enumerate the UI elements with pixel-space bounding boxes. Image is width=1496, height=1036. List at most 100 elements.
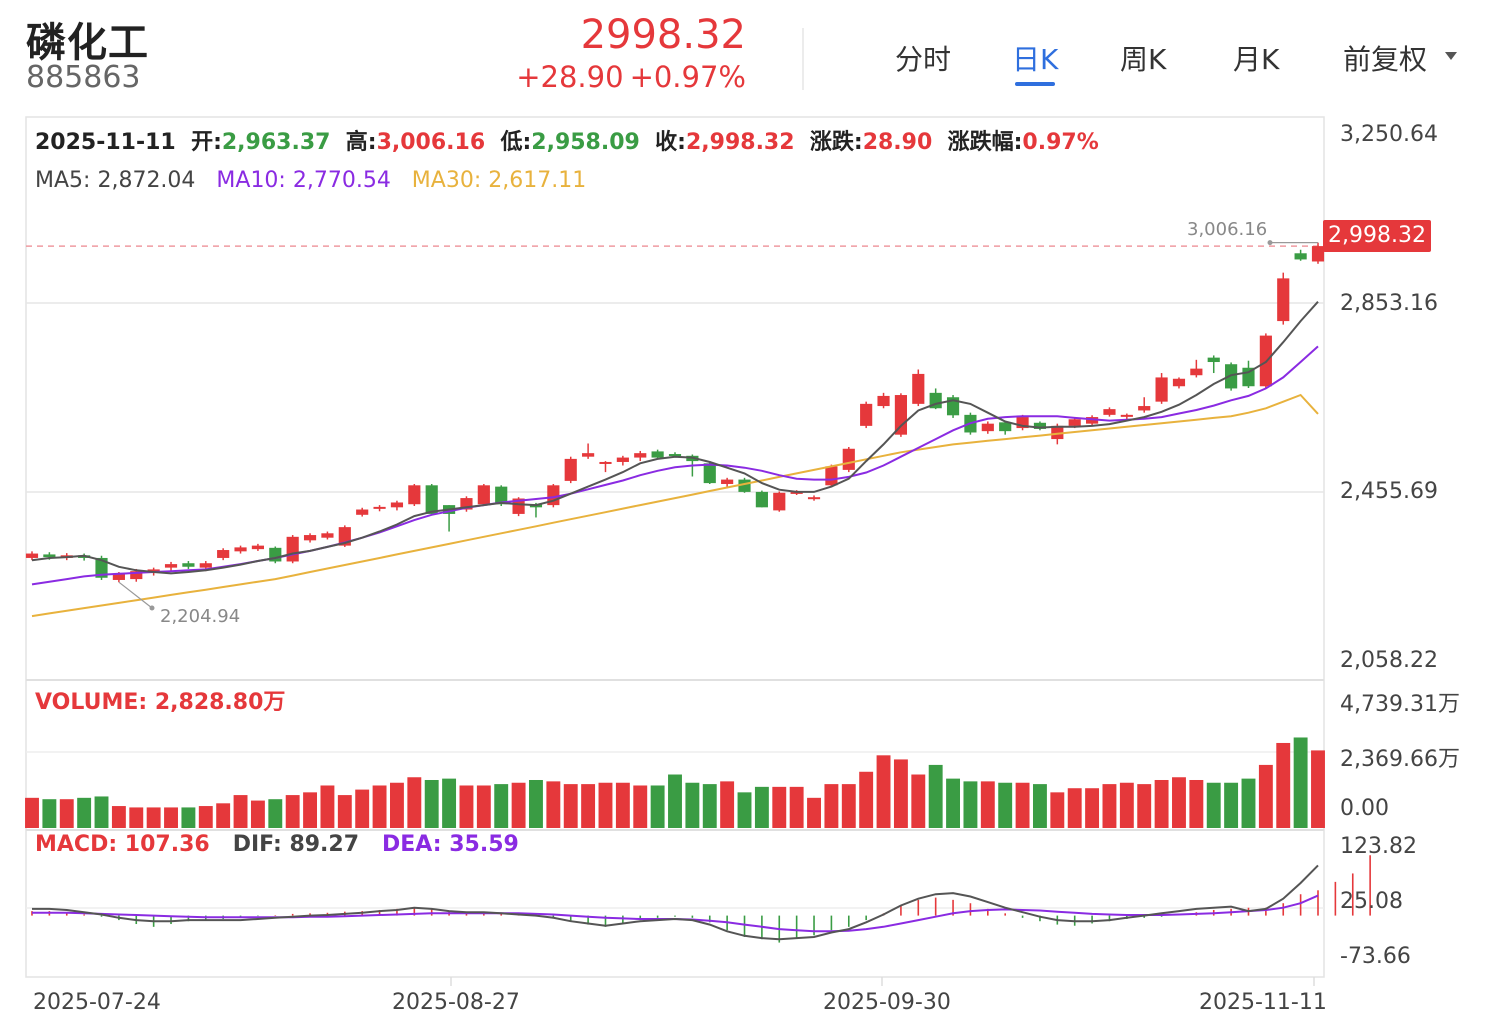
ma5-label: MA5:	[35, 168, 91, 193]
candle-body	[894, 395, 908, 435]
min-price-dot	[149, 605, 155, 611]
candle-body	[251, 545, 265, 550]
price-axis-label: 3,250.64	[1340, 122, 1438, 147]
change-pct-label: 涨跌幅:	[947, 130, 1023, 155]
volume-bar	[1241, 778, 1256, 828]
volume-bar	[198, 806, 213, 828]
stock-code: 885863	[26, 60, 141, 95]
tab-weekly-k[interactable]: 周K	[1120, 43, 1167, 76]
candle-body	[616, 457, 629, 462]
candle-body	[495, 486, 508, 505]
volume-bar	[389, 782, 404, 828]
volume-bar	[720, 781, 735, 828]
candle-body	[425, 485, 438, 514]
candle-body	[860, 403, 873, 426]
low-value: 2,958.09	[531, 130, 640, 155]
tab-intraday[interactable]: 分时	[895, 43, 952, 76]
volume-bar	[42, 799, 57, 828]
volume-bar	[494, 784, 509, 828]
candle-body	[842, 448, 855, 470]
volume-bar	[876, 755, 891, 828]
candle-body	[1103, 409, 1116, 415]
volume-bar	[928, 764, 943, 828]
volume-bar	[1032, 784, 1047, 828]
candle-body	[112, 573, 125, 580]
date-axis-label: 2025-08-27	[392, 990, 520, 1015]
max-price-dot	[1267, 240, 1273, 246]
candle-body	[1068, 419, 1081, 426]
candle-body	[217, 550, 230, 558]
ma5-line	[31, 301, 1319, 575]
volume-bar	[146, 807, 161, 828]
candle-body	[1085, 417, 1099, 424]
change-percent: +0.97%	[629, 60, 746, 94]
volume-bar	[164, 807, 178, 828]
volume-info: VOLUME: 2,828.80万	[35, 684, 285, 716]
volume-bar	[442, 778, 457, 828]
candle-body	[634, 453, 647, 458]
candle-body	[1120, 414, 1133, 417]
tab-daily-k[interactable]: 日K	[1012, 43, 1059, 76]
candle-body	[668, 454, 682, 457]
volume-axis-label: 2,369.66万	[1340, 747, 1460, 772]
ma30-line	[31, 393, 1319, 618]
candle-body	[356, 509, 369, 515]
volume-bar	[355, 789, 370, 828]
volume-bar	[407, 777, 422, 828]
volume-bar	[980, 781, 995, 828]
candle-body	[721, 479, 734, 484]
candle-body	[564, 458, 577, 481]
volume-bar	[859, 771, 874, 828]
min-price-leader	[118, 581, 153, 609]
volume-bar	[459, 785, 474, 828]
volume-bar	[911, 774, 926, 828]
volume-axis-label: 0.00	[1340, 796, 1389, 821]
low-label: 低:	[500, 130, 532, 155]
candle-body	[373, 506, 386, 509]
tab-monthly-k[interactable]: 月K	[1233, 43, 1280, 76]
price-change: +28.90 +0.97%	[430, 60, 746, 94]
volume-bar	[598, 782, 613, 828]
volume-bar	[303, 792, 318, 828]
candle-body	[1207, 357, 1220, 363]
candle-body	[1172, 378, 1186, 387]
volume-bar	[129, 807, 144, 828]
current-price-tag: 2,998.32	[1323, 220, 1431, 252]
candle-body	[460, 498, 473, 510]
candle-body	[1051, 425, 1064, 440]
candle-body	[1033, 422, 1047, 429]
annotations	[118, 240, 1318, 611]
volume-bar	[1154, 779, 1169, 828]
macd-lines	[32, 864, 1319, 941]
price-axis-label: 2,058.22	[1340, 648, 1438, 673]
macd-value: 107.36	[124, 832, 210, 857]
dea-line	[32, 894, 1319, 933]
candle-body	[807, 497, 821, 500]
candle-body	[703, 463, 716, 484]
candle-body	[1277, 278, 1290, 322]
candle-body	[825, 466, 838, 486]
candle-body	[286, 536, 299, 562]
info-date: 2025-11-11	[35, 130, 176, 155]
volume-bar	[546, 781, 561, 828]
candle-body	[199, 563, 212, 568]
ma10-label: MA10:	[216, 168, 286, 193]
volume-bar	[1311, 750, 1325, 828]
adjustment-dropdown[interactable]: 前复权	[1343, 43, 1428, 76]
high-value: 3,006.16	[376, 130, 486, 155]
chevron-down-icon[interactable]	[1445, 52, 1457, 60]
volume-bar	[1067, 788, 1082, 828]
volume-bar	[285, 795, 300, 828]
candle-body	[651, 451, 664, 458]
volume-bar	[563, 784, 578, 828]
volume-bar	[1085, 788, 1100, 828]
price-axis-label: 2,853.16	[1340, 291, 1438, 316]
macd-axis-label: 25.08	[1340, 889, 1403, 914]
candle-body	[1190, 368, 1203, 376]
candle-body	[95, 557, 108, 578]
candle-body	[303, 535, 317, 541]
candle-body	[234, 547, 247, 552]
volume-bar	[268, 799, 283, 828]
candle-body	[1294, 253, 1307, 260]
